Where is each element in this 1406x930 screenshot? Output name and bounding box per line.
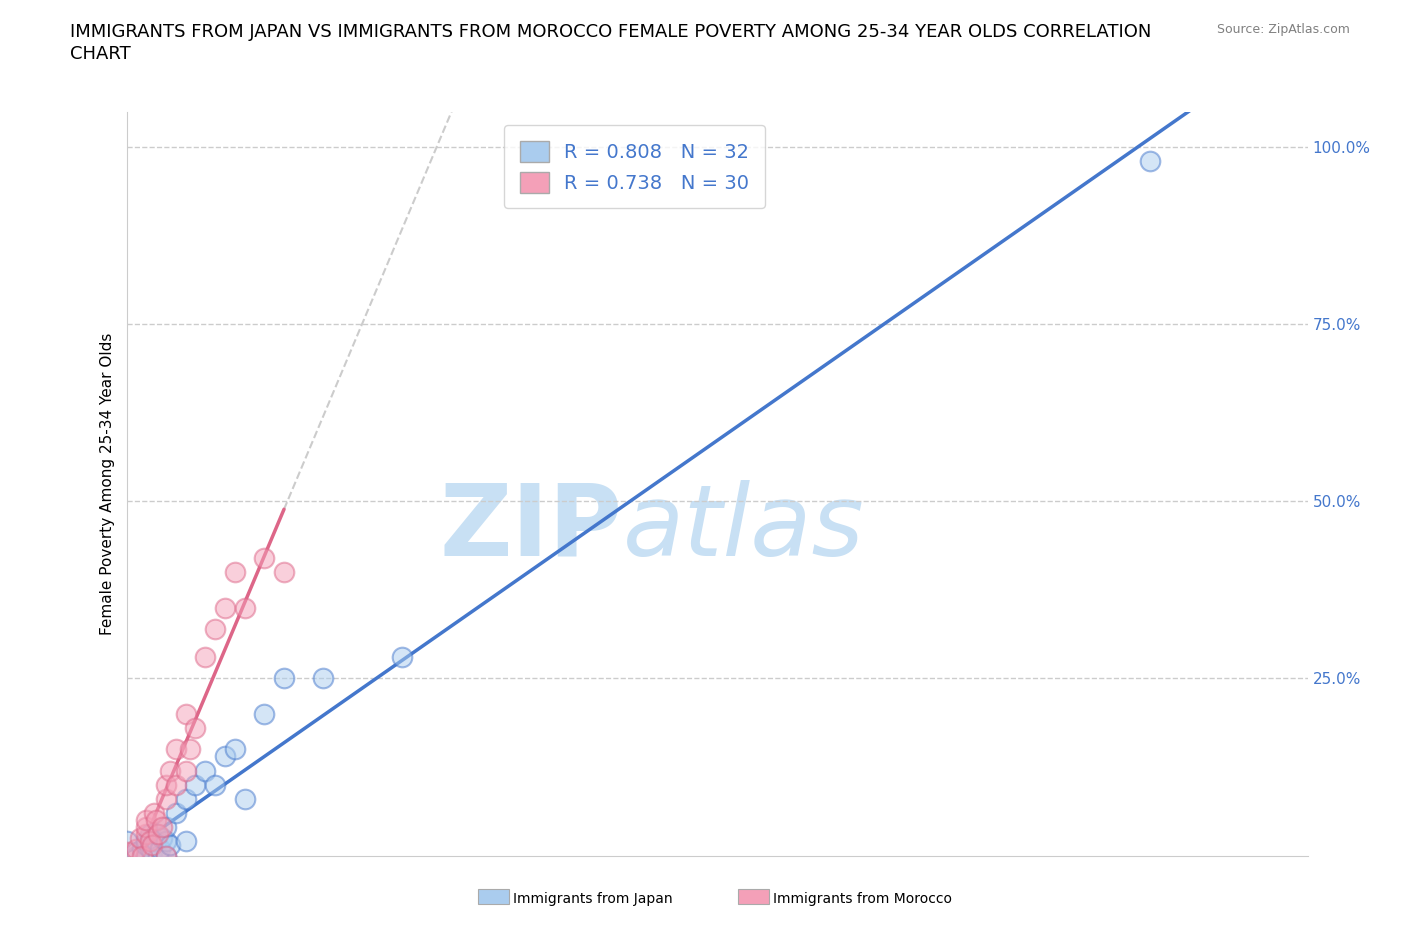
Text: Immigrants from Morocco: Immigrants from Morocco xyxy=(773,892,952,907)
Point xyxy=(155,848,177,863)
Point xyxy=(155,791,177,806)
Point xyxy=(155,848,177,863)
Point xyxy=(135,834,157,849)
Text: ZIP: ZIP xyxy=(440,480,623,577)
Point xyxy=(155,777,177,792)
Point xyxy=(159,764,181,778)
Point xyxy=(125,841,148,856)
Point xyxy=(139,834,162,849)
Point xyxy=(233,600,256,615)
Point xyxy=(1139,153,1161,168)
Point xyxy=(194,650,217,665)
Point xyxy=(273,565,295,579)
Point xyxy=(149,841,172,856)
Point xyxy=(165,777,187,792)
Point xyxy=(135,838,157,853)
Point xyxy=(159,838,181,853)
Point xyxy=(165,805,187,820)
Point xyxy=(135,827,157,842)
Point xyxy=(139,827,162,842)
Point xyxy=(273,671,295,686)
Point xyxy=(145,827,167,842)
Point xyxy=(233,791,256,806)
Point xyxy=(129,830,152,845)
Point xyxy=(194,764,217,778)
Text: Immigrants from Japan: Immigrants from Japan xyxy=(513,892,673,907)
Text: CHART: CHART xyxy=(70,45,131,62)
Point xyxy=(155,834,177,849)
Point xyxy=(135,813,157,828)
Point xyxy=(312,671,335,686)
Point xyxy=(224,565,246,579)
Point xyxy=(174,707,197,722)
Point xyxy=(143,805,166,820)
Point xyxy=(141,838,163,853)
Y-axis label: Female Poverty Among 25-34 Year Olds: Female Poverty Among 25-34 Year Olds xyxy=(100,332,115,635)
Point xyxy=(150,820,173,835)
Point xyxy=(204,621,226,636)
Point xyxy=(204,777,226,792)
Text: IMMIGRANTS FROM JAPAN VS IMMIGRANTS FROM MOROCCO FEMALE POVERTY AMONG 25-34 YEAR: IMMIGRANTS FROM JAPAN VS IMMIGRANTS FROM… xyxy=(70,23,1152,41)
Point xyxy=(253,551,276,565)
Point xyxy=(165,742,187,757)
Point xyxy=(115,834,138,849)
Point xyxy=(146,827,169,842)
Point xyxy=(146,848,169,863)
Point xyxy=(145,813,167,828)
Point xyxy=(125,844,148,859)
Point xyxy=(214,600,236,615)
Point xyxy=(141,844,163,859)
Point xyxy=(224,742,246,757)
Point xyxy=(184,721,207,736)
Point xyxy=(174,791,197,806)
Point xyxy=(253,707,276,722)
Legend: R = 0.808   N = 32, R = 0.738   N = 30: R = 0.808 N = 32, R = 0.738 N = 30 xyxy=(503,125,765,208)
Point xyxy=(179,742,201,757)
Point xyxy=(115,844,138,859)
Point xyxy=(174,764,197,778)
Point xyxy=(135,820,157,835)
Point xyxy=(139,841,162,856)
Point xyxy=(131,841,153,856)
Point xyxy=(145,834,167,849)
Point xyxy=(184,777,207,792)
Point xyxy=(214,749,236,764)
Point xyxy=(174,834,197,849)
Text: atlas: atlas xyxy=(623,480,865,577)
Point xyxy=(131,848,153,863)
Point xyxy=(150,830,173,845)
Point xyxy=(135,848,157,863)
Point xyxy=(391,650,413,665)
Point xyxy=(155,820,177,835)
Text: Source: ZipAtlas.com: Source: ZipAtlas.com xyxy=(1216,23,1350,36)
